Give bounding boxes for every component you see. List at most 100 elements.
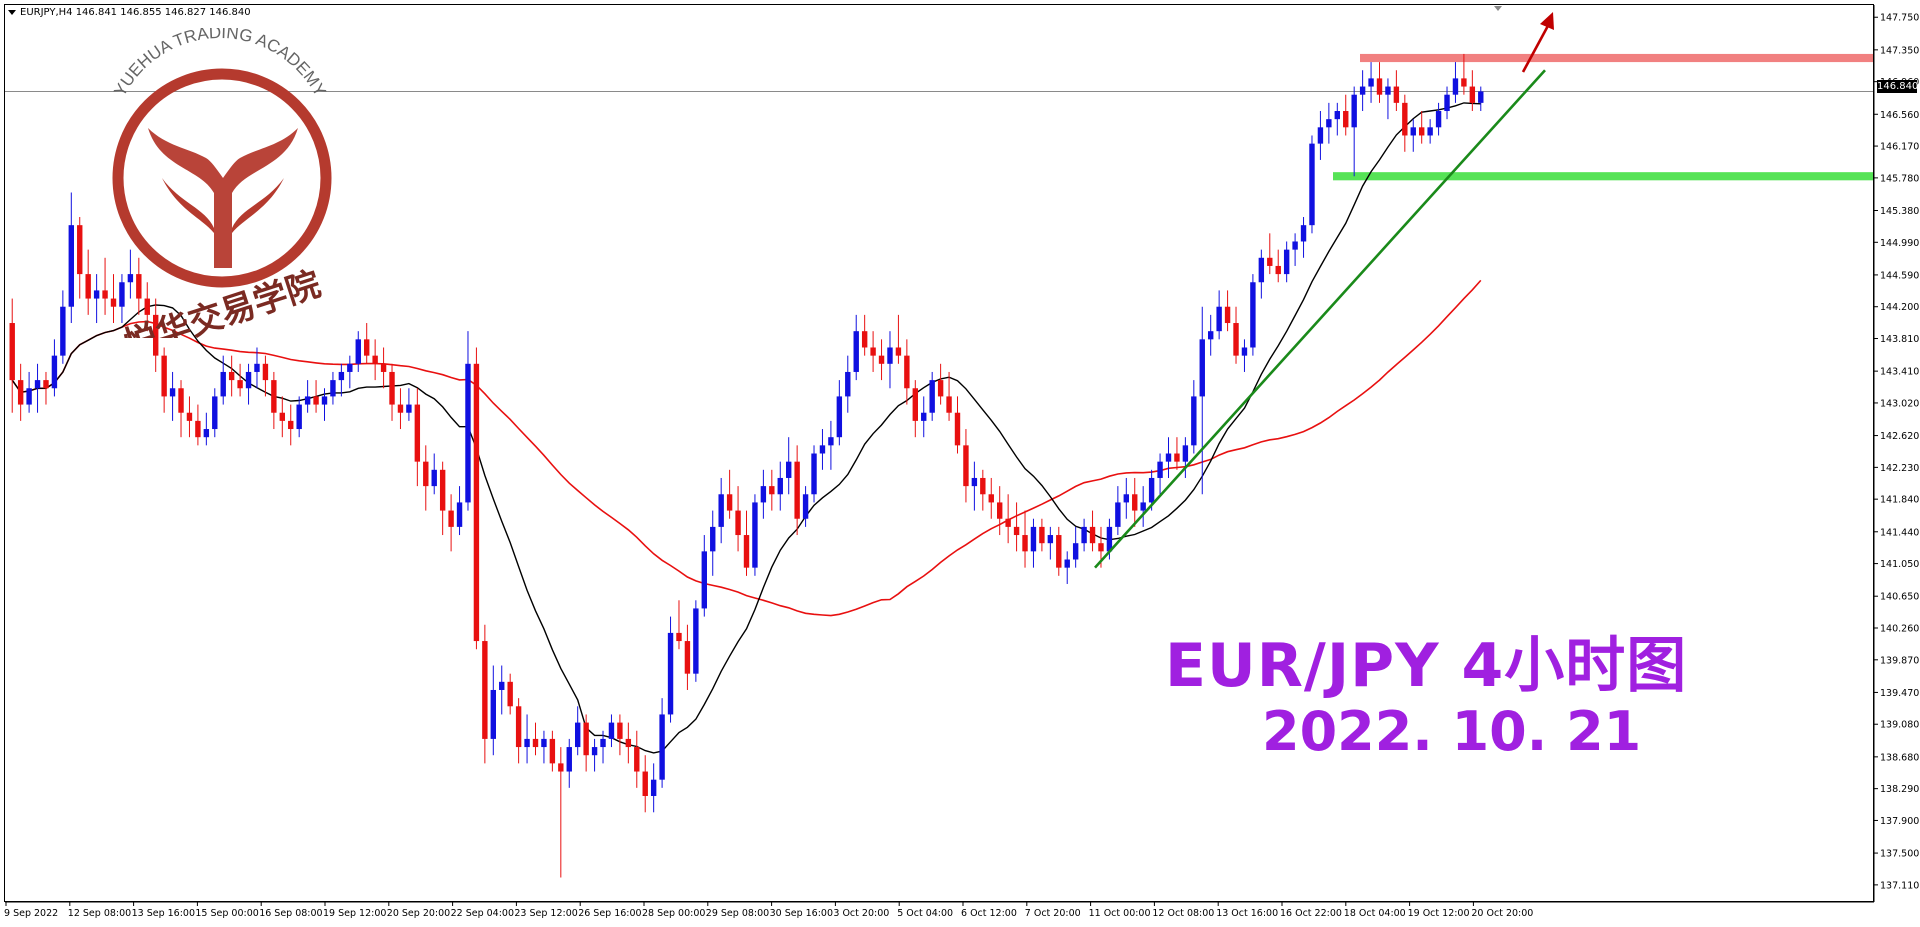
candle-body <box>515 706 522 748</box>
candle-body <box>1376 78 1383 95</box>
y-tick-label: 143.810 <box>1880 334 1919 345</box>
candle-body <box>119 282 125 307</box>
y-tick-label: 145.380 <box>1880 206 1919 217</box>
candle-body <box>195 420 201 438</box>
candle-body <box>85 274 91 299</box>
x-tick-label: 7 Oct 20:00 <box>1025 908 1081 919</box>
candle-body <box>1478 91 1484 103</box>
x-tick-label: 23 Sep 12:00 <box>514 908 577 919</box>
candle-body <box>363 339 370 356</box>
candle-body <box>482 641 488 739</box>
y-tick-label: 144.990 <box>1880 238 1919 249</box>
candle-body <box>1275 265 1281 275</box>
candle-body <box>1148 477 1155 503</box>
candle-body <box>1250 282 1256 348</box>
candle-body <box>448 510 454 527</box>
candle-body <box>17 380 24 405</box>
y-tick-label: 143.410 <box>1880 367 1919 378</box>
candle-body <box>330 380 336 397</box>
y-tick-label: 138.290 <box>1880 784 1919 795</box>
candle-body <box>169 388 176 397</box>
y-tick-label: 140.260 <box>1880 624 1919 635</box>
candle-body <box>321 396 328 405</box>
candle-body <box>549 738 556 764</box>
candle-body <box>93 290 100 299</box>
y-tick-label: 139.080 <box>1880 720 1919 731</box>
candle-body <box>77 225 83 275</box>
x-tick-label: 12 Oct 08:00 <box>1152 908 1214 919</box>
menu-triangle-icon[interactable] <box>8 9 16 15</box>
candle-body <box>228 371 235 381</box>
x-tick-label: 29 Sep 08:00 <box>706 908 769 919</box>
candle-body <box>1174 453 1180 462</box>
x-tick-label: 9 Sep 2022 <box>4 908 58 919</box>
candle-body <box>659 714 665 780</box>
y-tick-label: 138.680 <box>1880 752 1919 763</box>
candle-body <box>1123 494 1130 503</box>
candle-body <box>937 380 944 397</box>
candle-body <box>1115 502 1121 527</box>
candle-body <box>802 494 809 519</box>
candle-body <box>845 371 851 397</box>
candle-body <box>574 722 581 748</box>
candle-body <box>625 738 632 748</box>
y-tick-label: 140.650 <box>1880 592 1919 603</box>
candle-body <box>245 371 252 389</box>
x-tick-label: 22 Sep 04:00 <box>451 908 514 919</box>
candle-body <box>1056 535 1062 568</box>
y-tick-label: 142.230 <box>1880 463 1919 474</box>
candle-body <box>439 469 446 511</box>
candle-body <box>1351 94 1357 128</box>
candle-body <box>279 412 286 421</box>
candle-body <box>110 298 117 307</box>
candle-body <box>465 363 471 503</box>
candle-body <box>1427 127 1433 136</box>
x-tick-label: 28 Sep 00:00 <box>642 908 705 919</box>
candle-body <box>642 771 648 796</box>
candle-body <box>296 404 302 430</box>
y-tick-label: 137.110 <box>1880 880 1919 891</box>
candle-body <box>608 722 615 739</box>
x-tick-label: 19 Oct 12:00 <box>1408 908 1470 919</box>
candle-body <box>1410 127 1416 136</box>
candle-body <box>26 388 32 405</box>
candle-body <box>701 551 708 609</box>
candle-body <box>1283 249 1290 275</box>
candle-body <box>769 486 775 495</box>
candle-body <box>237 380 243 389</box>
current-price-tag: 146.840 <box>1877 80 1919 93</box>
candle-body <box>1224 306 1231 324</box>
y-tick-label: 147.750 <box>1880 13 1919 24</box>
x-tick-label: 20 Sep 20:00 <box>387 908 450 919</box>
candle-body <box>161 355 167 397</box>
y-tick-label: 147.350 <box>1880 45 1919 56</box>
candle-body <box>1258 257 1265 283</box>
candle-body <box>726 494 733 511</box>
y-tick-label: 137.500 <box>1880 849 1919 860</box>
candle-body <box>532 738 539 748</box>
x-tick-label: 19 Sep 12:00 <box>323 908 386 919</box>
x-tick-label: 5 Oct 04:00 <box>897 908 953 919</box>
candle-body <box>1132 494 1138 511</box>
candle-body <box>650 779 657 796</box>
candle-body <box>136 274 142 299</box>
y-tick-label: 144.200 <box>1880 302 1919 313</box>
candle-body <box>1140 502 1146 511</box>
candle-body <box>60 306 66 356</box>
candle-body <box>1030 526 1037 552</box>
candle-body <box>1326 119 1332 128</box>
candle-body <box>1005 518 1011 527</box>
shift-marker-icon <box>1494 6 1502 11</box>
candle-body <box>566 747 572 772</box>
candle-body <box>262 363 269 381</box>
candle-body <box>963 445 969 487</box>
candle-body <box>861 331 868 348</box>
x-tick-label: 20 Oct 20:00 <box>1471 908 1533 919</box>
candle-body <box>102 290 108 299</box>
candle-body <box>710 526 716 552</box>
candle-body <box>591 747 598 756</box>
y-tick-label: 139.470 <box>1880 688 1919 699</box>
candle-body <box>870 347 876 356</box>
candle-body <box>996 502 1003 519</box>
